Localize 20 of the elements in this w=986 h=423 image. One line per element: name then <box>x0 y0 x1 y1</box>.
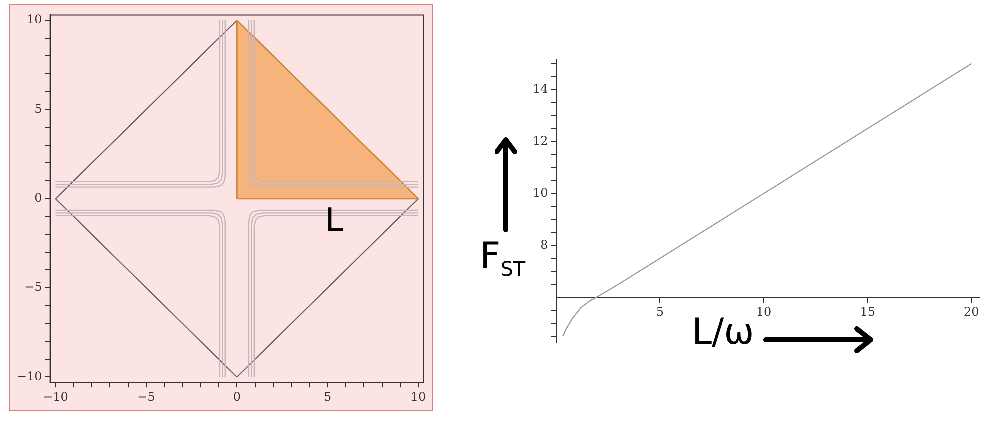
x-tick-label: 0 <box>233 390 241 404</box>
x-tick-label: 15 <box>860 304 876 319</box>
y-tick-label: −10 <box>16 369 42 384</box>
x-tick-label: 5 <box>656 304 664 319</box>
y-tick-label: 10 <box>532 186 548 200</box>
x-tick-label: 20 <box>964 304 980 319</box>
y-tick-label: 5 <box>34 102 42 116</box>
y-tick-label: −5 <box>24 280 42 294</box>
y-tick-label: 8 <box>540 238 548 252</box>
y-tick-label: 14 <box>532 82 549 96</box>
annotation: L <box>325 201 344 240</box>
y-tick-label: 10 <box>27 12 42 27</box>
x-axis-title: L/ω <box>692 312 754 353</box>
x-tick-label: 10 <box>756 304 772 319</box>
x-tick-label: 5 <box>324 390 332 404</box>
x-tick-label: 10 <box>410 390 426 404</box>
y-tick-label: 0 <box>34 191 42 206</box>
y-axis-title: F$_{ST}$ <box>480 236 526 282</box>
y-tick-label: 12 <box>532 134 548 148</box>
x-tick-label: −5 <box>138 390 156 404</box>
